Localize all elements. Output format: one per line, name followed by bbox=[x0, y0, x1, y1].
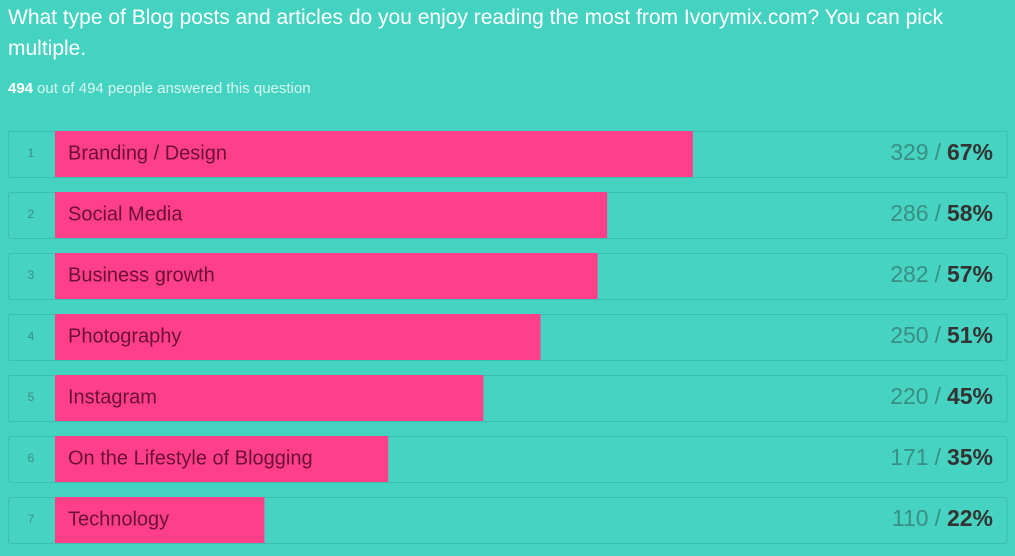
rank: 3 bbox=[28, 268, 35, 282]
separator: / bbox=[935, 322, 942, 348]
separator: / bbox=[935, 383, 942, 409]
separator: / bbox=[935, 444, 942, 470]
bar bbox=[55, 497, 265, 543]
count: 171 bbox=[890, 444, 928, 470]
count: 286 bbox=[890, 200, 928, 226]
count: 250 bbox=[890, 322, 928, 348]
bar bbox=[55, 131, 693, 177]
count: 329 bbox=[890, 139, 928, 165]
rank: 2 bbox=[28, 207, 35, 221]
answered-count: 494 bbox=[8, 80, 34, 97]
bar bbox=[55, 314, 541, 360]
percent: 51% bbox=[947, 322, 993, 348]
category-label: On the Lifestyle of Blogging bbox=[68, 447, 313, 469]
percent: 57% bbox=[947, 261, 993, 287]
rank: 4 bbox=[28, 329, 35, 343]
count: 282 bbox=[890, 261, 928, 287]
value-label: 220 /45% bbox=[890, 383, 993, 409]
value-label: 250 /51% bbox=[890, 322, 993, 348]
rank: 6 bbox=[28, 451, 35, 465]
category-label: Photography bbox=[68, 325, 181, 347]
bar bbox=[55, 436, 389, 482]
rank: 1 bbox=[28, 146, 35, 160]
percent: 67% bbox=[947, 139, 993, 165]
rank: 5 bbox=[28, 390, 35, 404]
separator: / bbox=[935, 261, 942, 287]
chart-title: What type of Blog posts and articles do … bbox=[8, 6, 943, 60]
bar bbox=[55, 253, 598, 299]
percent: 35% bbox=[947, 444, 993, 470]
separator: / bbox=[935, 139, 942, 165]
bar bbox=[55, 375, 484, 421]
rank: 7 bbox=[28, 512, 35, 526]
value-label: 329 /67% bbox=[890, 139, 993, 165]
value-label: 282 /57% bbox=[890, 261, 993, 287]
bar bbox=[55, 192, 608, 238]
subtitle-text: out of 494 people answered this question bbox=[37, 80, 311, 97]
category-label: Instagram bbox=[68, 386, 157, 408]
category-label: Branding / Design bbox=[68, 142, 227, 164]
percent: 45% bbox=[947, 383, 993, 409]
category-label: Business growth bbox=[68, 264, 215, 286]
title-box: What type of Blog posts and articles do … bbox=[8, 6, 943, 60]
percent: 58% bbox=[947, 200, 993, 226]
count: 110 bbox=[892, 505, 929, 531]
value-label: 286 /58% bbox=[890, 200, 993, 226]
subtitle: 494 out of 494 people answered this quest… bbox=[8, 80, 311, 97]
category-label: Technology bbox=[68, 508, 169, 530]
separator: / bbox=[935, 505, 942, 531]
value-label: 110/22% bbox=[892, 505, 993, 531]
separator: / bbox=[935, 200, 942, 226]
count: 220 bbox=[890, 383, 928, 409]
percent: 22% bbox=[947, 505, 993, 531]
category-label: Social Media bbox=[68, 203, 183, 225]
value-label: 171 /35% bbox=[890, 444, 993, 470]
